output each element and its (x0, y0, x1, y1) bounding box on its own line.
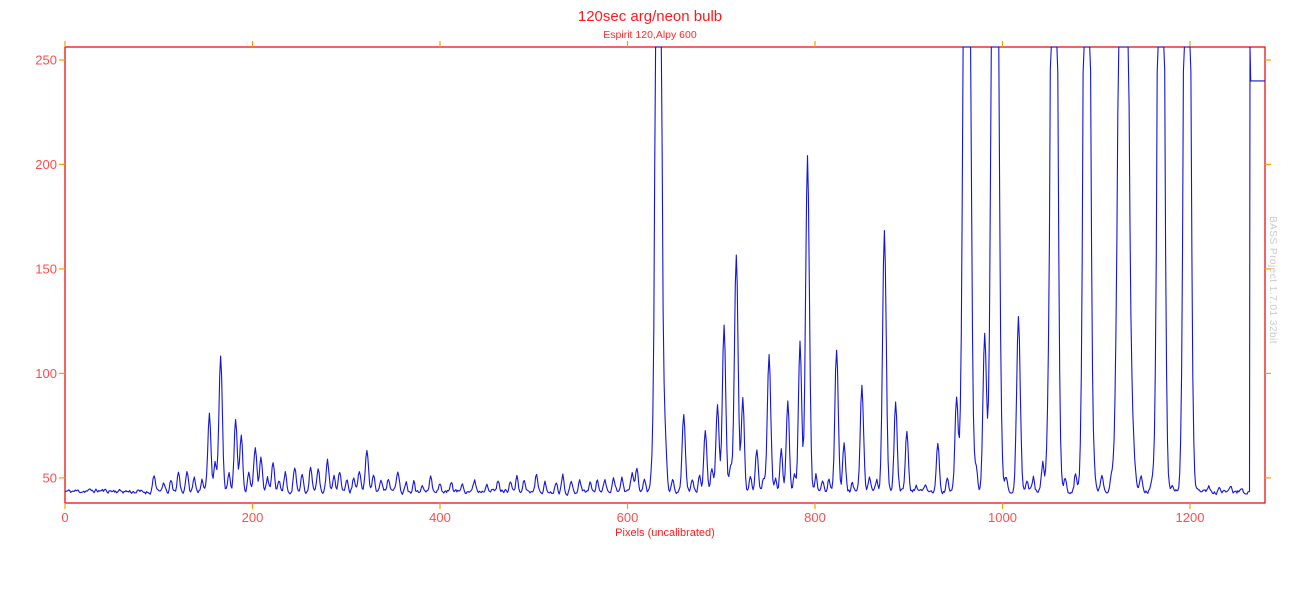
spectrum-line (64, 46, 1265, 496)
y-tick-label: 100 (35, 366, 57, 381)
x-tick-label: 800 (804, 510, 826, 525)
plot-area[interactable] (65, 47, 1265, 503)
x-tick-label: 400 (429, 510, 451, 525)
x-axis-label: Pixels (uncalibrated) (615, 527, 715, 539)
chart-subtitle: Espirit 120,Alpy 600 (603, 29, 697, 41)
axis-ticks (59, 41, 1271, 509)
y-tick-label: 200 (35, 157, 57, 172)
y-tick-label: 50 (43, 470, 57, 485)
x-tick-label: 600 (617, 510, 639, 525)
x-tick-label: 0 (61, 510, 68, 525)
watermark-version-text: BASS Project 1.7.01 32bit (1267, 216, 1278, 344)
x-tick-label: 1200 (1176, 510, 1205, 525)
axis-tick-labels: 0 200 400 600 800 1000 1200 50 100 150 200 250 (35, 53, 1204, 526)
plot-border (64, 46, 1266, 504)
y-tick-label: 150 (35, 261, 57, 276)
chart-title: 120sec arg/neon bulb (578, 8, 722, 25)
x-tick-label: 1000 (988, 510, 1017, 525)
y-tick-label: 250 (35, 53, 57, 68)
x-tick-label: 200 (242, 510, 264, 525)
